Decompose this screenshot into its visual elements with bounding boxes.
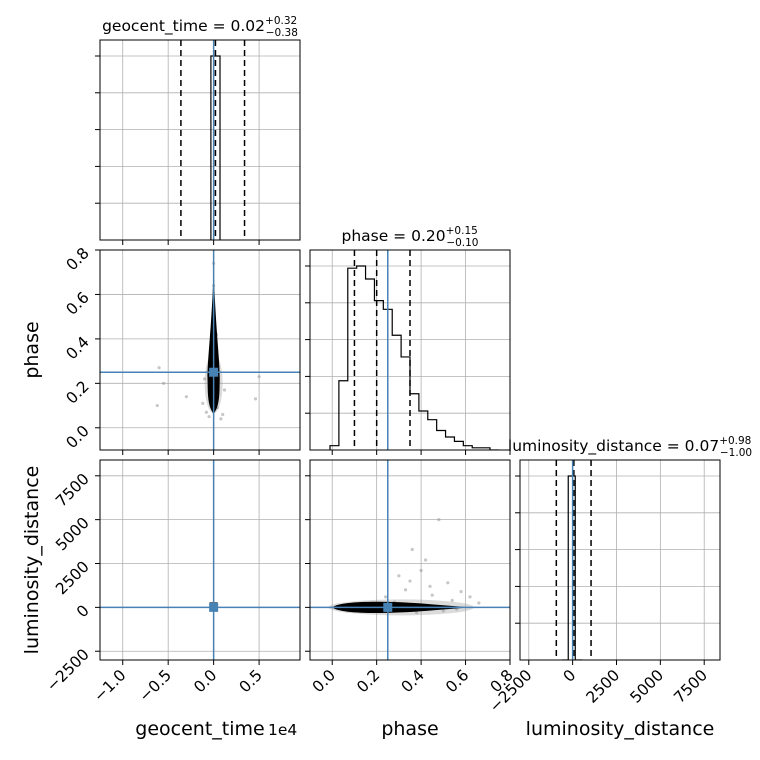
truth-marker [383, 602, 393, 612]
x-tick-label: 0.2 [353, 666, 383, 696]
sample-point [221, 412, 225, 417]
x-tick-label: 2500 [583, 666, 624, 707]
y-tick-label: −2500 [43, 645, 93, 695]
sample-point [477, 601, 481, 605]
panel-title: luminosity_distance = 0.07+0.98 −1.00 [508, 435, 752, 459]
sample-point [441, 609, 445, 613]
sample-point [157, 366, 161, 370]
panel-geocent_time-vs-geocent_time: geocent_time = 0.02+0.32 −0.38 [95, 15, 301, 245]
sample-point [222, 388, 227, 392]
sample-point [202, 377, 207, 381]
panel-phase-vs-phase: phase = 0.20+0.15 −0.10 [305, 225, 511, 455]
x-tick-label: 7500 [670, 666, 711, 707]
x-tick-label: 0.6 [442, 666, 472, 696]
sample-point [459, 589, 463, 594]
title-sub: −0.38 [266, 27, 298, 39]
panel-frame [309, 459, 511, 661]
y-tick-label: 0.8 [63, 244, 93, 274]
panel-luminosity_distance-vs-phase: 0.0 0.2 0.4 0.6 0.8 [305, 459, 517, 696]
y-tick-label: 0.6 [63, 289, 93, 319]
x-axis-label: phase [381, 718, 438, 740]
panel-title-text: phase = 0.20 [341, 227, 445, 245]
title-sup: +0.98 [719, 435, 751, 447]
sample-point [201, 401, 205, 405]
truth-marker [209, 602, 219, 612]
sample-point [257, 375, 261, 379]
panel-frame [99, 249, 301, 451]
panel-frame [99, 459, 301, 661]
x-tick-label: −0.5 [136, 666, 175, 705]
y-tick-label: 7500 [52, 470, 93, 511]
x-axis-label: geocent_time [135, 718, 264, 740]
y-tick-label: 0.0 [63, 422, 93, 452]
x-tick-label: −1.0 [90, 666, 129, 705]
y-tick-label: 2500 [52, 558, 93, 599]
x-offset-text: 1e4 [268, 721, 297, 739]
sample-point [253, 397, 258, 401]
x-axis-label: luminosity_distance [526, 718, 715, 740]
sample-point [162, 381, 166, 385]
panel-title: phase = 0.20+0.15 −0.10 [341, 225, 478, 249]
title-sup: +0.32 [265, 15, 297, 27]
x-tick-label: 5000 [627, 666, 668, 707]
sample-point [446, 581, 450, 585]
sample-point [468, 595, 472, 599]
sample-point [419, 568, 423, 573]
y-tick-label: 0.4 [63, 333, 93, 363]
sample-point [430, 593, 434, 597]
title-sub: −0.10 [446, 237, 478, 249]
sample-point [397, 574, 401, 578]
sample-point [410, 547, 414, 552]
sample-point [184, 395, 188, 399]
y-axis-label: phase [21, 321, 43, 378]
title-sub: −1.00 [720, 447, 752, 459]
panel-luminosity_distance-vs-luminosity_distance: luminosity_distance = 0.07+0.98 −1.00−250… [486, 435, 752, 716]
panel-title-text: geocent_time = 0.02 [102, 17, 265, 36]
x-tick-label: 0.0 [309, 666, 339, 696]
histogram-phase [329, 265, 499, 450]
panel-phase-vs-geocent_time: 0.0 0.2 0.4 0.6 0.8 [63, 244, 301, 455]
truth-marker [209, 367, 219, 377]
y-tick-label: 0.2 [63, 377, 93, 407]
sample-point [450, 598, 454, 602]
histogram-luminosity_distance [562, 475, 583, 660]
title-sup: +0.15 [446, 225, 478, 237]
sample-point [428, 584, 432, 588]
x-tick-label: 0.0 [190, 666, 220, 696]
sample-point [415, 611, 419, 615]
panel-frame [99, 39, 301, 241]
y-axis-label: luminosity_distance [21, 466, 43, 655]
sample-point [219, 417, 223, 421]
sample-point [408, 579, 412, 583]
sample-point [423, 558, 428, 562]
sample-point [383, 595, 388, 599]
panel-title: geocent_time = 0.02+0.32 −0.38 [102, 15, 298, 39]
panel-frame [309, 249, 511, 451]
y-tick-label: 0 [73, 601, 93, 621]
panel-frame [519, 459, 721, 661]
sample-point [207, 415, 211, 419]
x-tick-label: 0.5 [236, 666, 266, 696]
x-tick-label: 0.4 [398, 666, 428, 696]
x-tick-label: 0 [560, 666, 580, 686]
sample-point [204, 410, 208, 414]
y-tick-label: 5000 [52, 514, 93, 555]
sample-point [403, 588, 408, 592]
sample-point [437, 518, 441, 522]
sample-point [155, 403, 159, 408]
panel-title-text: luminosity_distance = 0.07 [508, 437, 719, 456]
